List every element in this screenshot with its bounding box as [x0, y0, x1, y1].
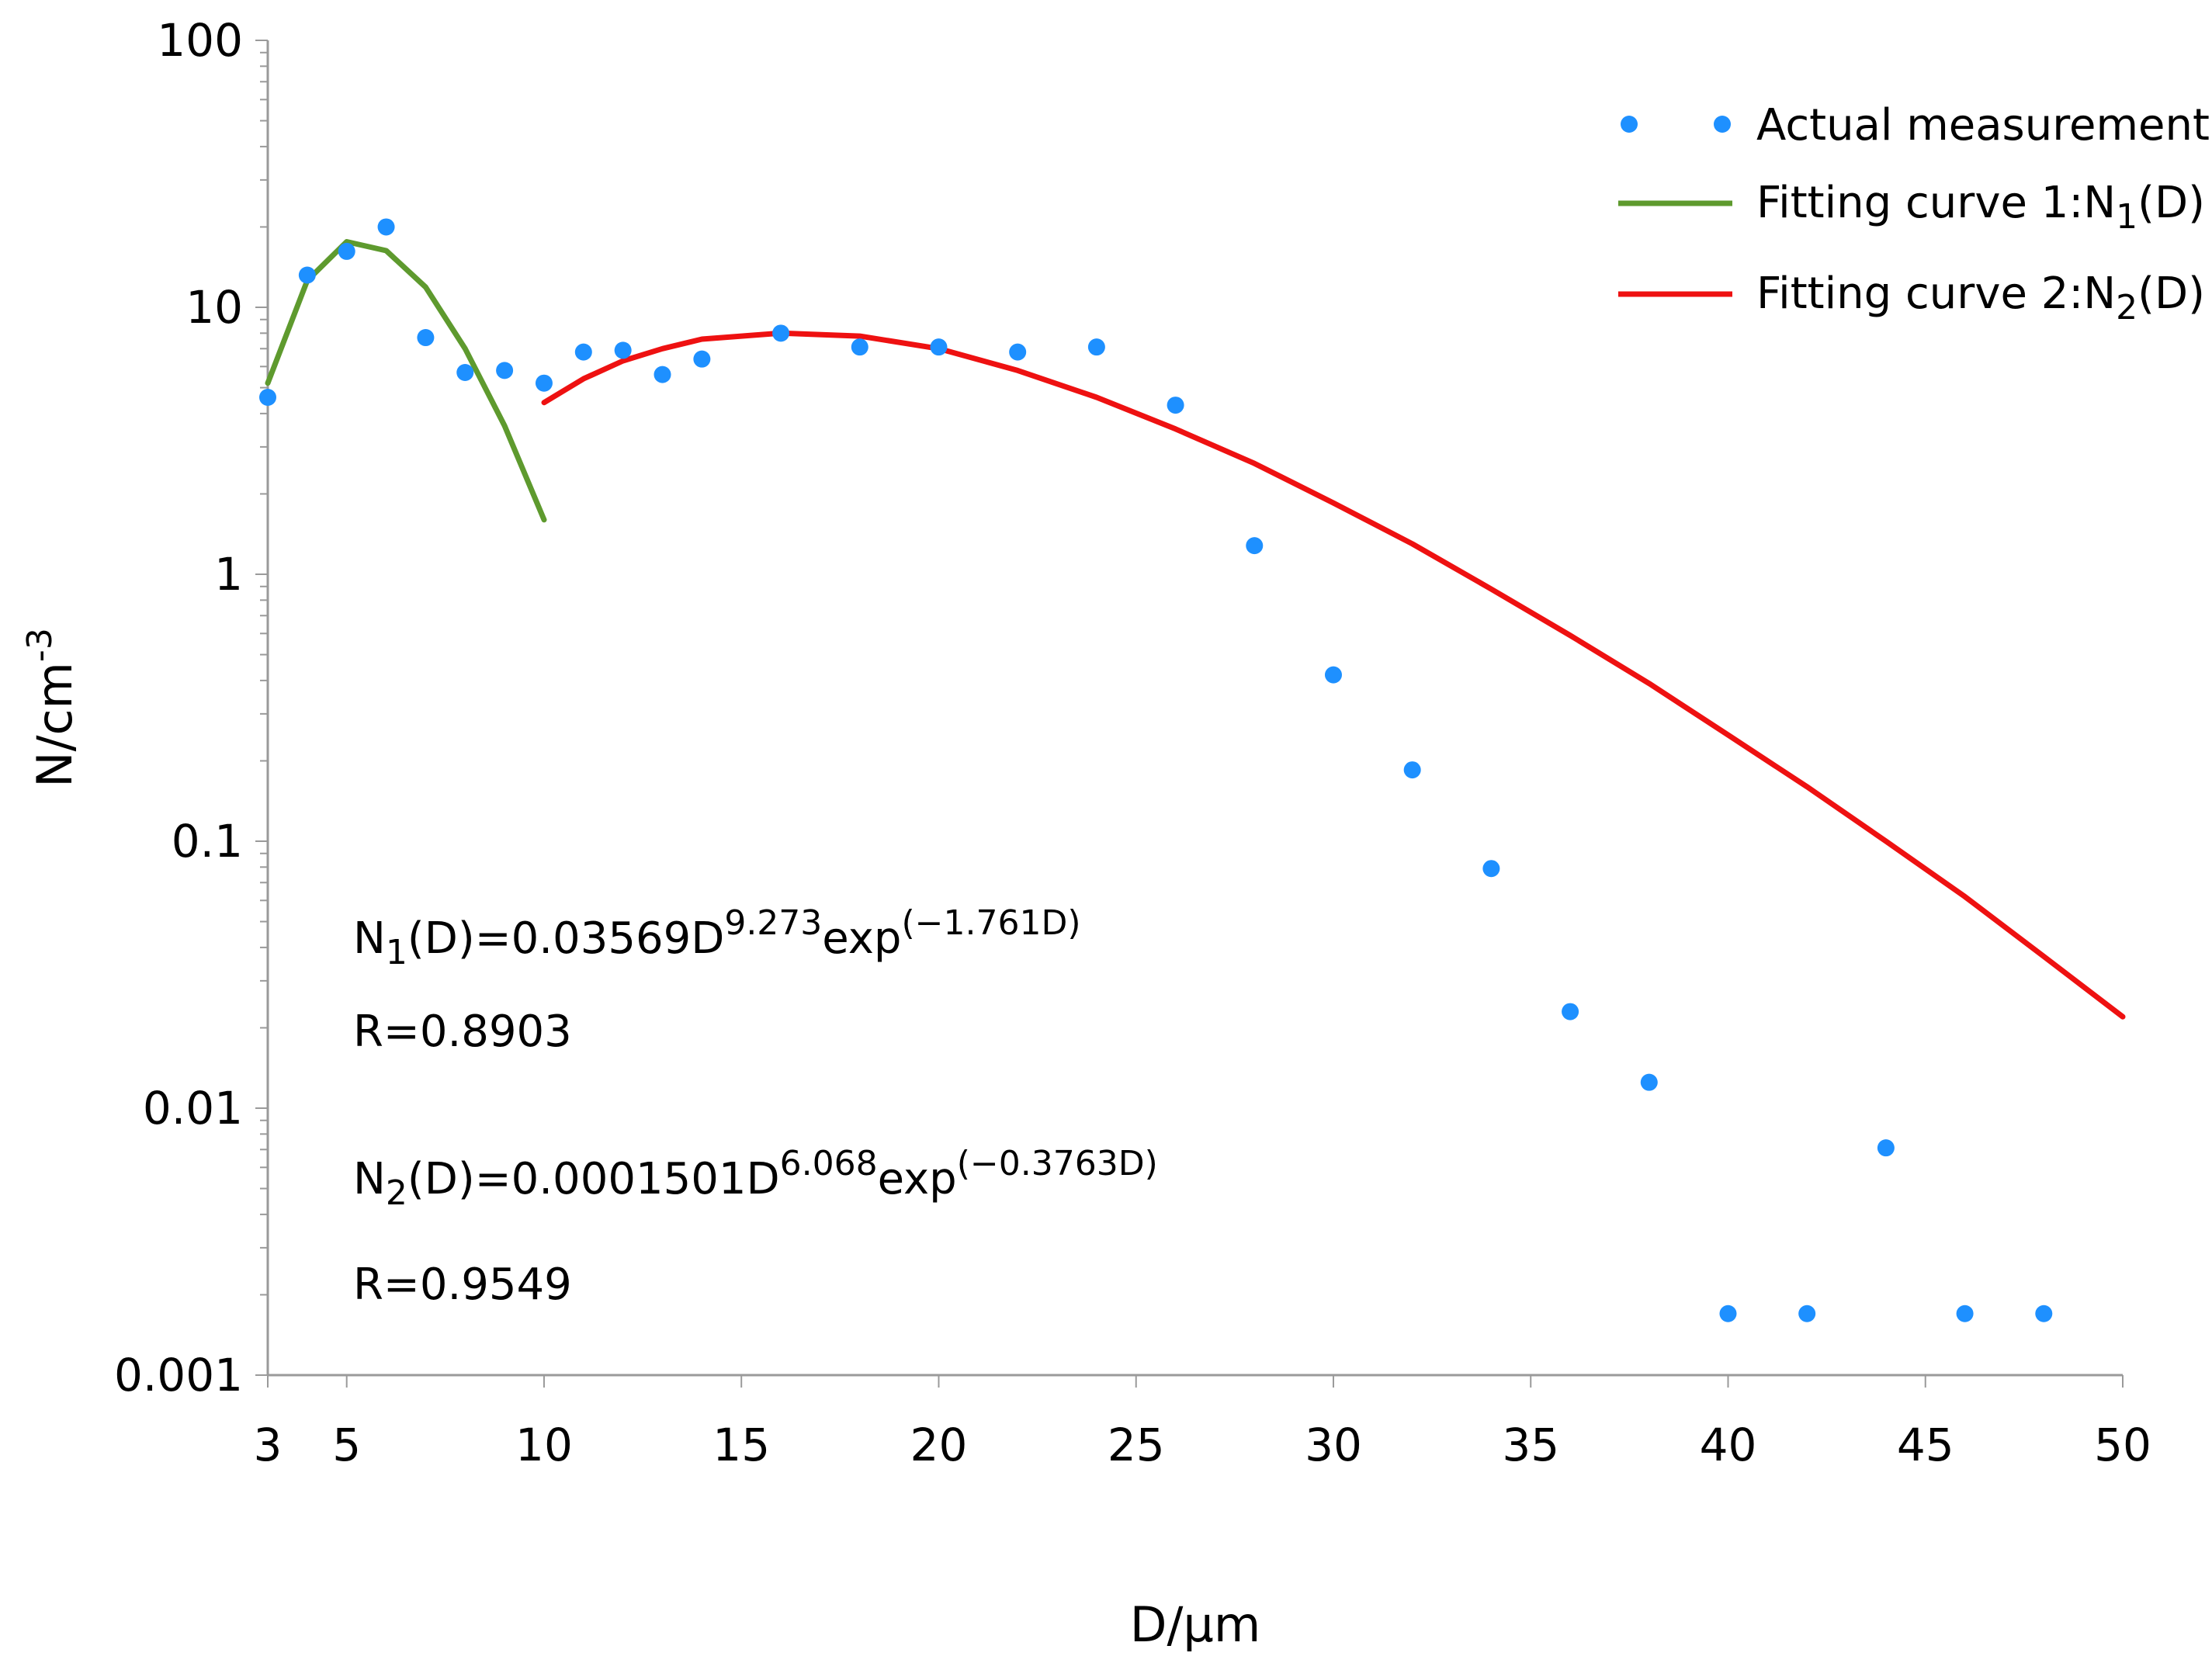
x-tick-label: 50 — [2094, 1419, 2151, 1471]
legend-label-measurement: Actual measurement — [1756, 100, 2210, 151]
measurement-point — [1403, 761, 1421, 779]
measurement-point — [1798, 1305, 1816, 1322]
y-tick-label: 0.001 — [114, 1349, 243, 1402]
equation-n1: N1(D)=0.03569D9.273exp(−1.761D) — [353, 903, 1081, 972]
y-tick-label: 100 — [157, 14, 243, 67]
legend-label-curve1: Fitting curve 1:N1(D) — [1756, 178, 2205, 237]
measurement-point — [1087, 338, 1105, 356]
x-axis-title: D/μm — [1130, 1596, 1260, 1653]
x-tick-label: 40 — [1700, 1419, 1757, 1471]
x-tick-label: 20 — [910, 1419, 968, 1471]
measurement-point — [693, 350, 711, 368]
measurement-point — [1640, 1073, 1658, 1091]
measurement-point — [1324, 666, 1342, 684]
measurement-point — [1956, 1305, 1974, 1322]
y-tick-label: 10 — [185, 281, 243, 334]
measurement-point — [535, 374, 553, 392]
measurement-point — [2035, 1305, 2053, 1322]
measurement-point — [298, 266, 316, 284]
x-tick-label: 25 — [1108, 1419, 1165, 1471]
measurement-point — [654, 366, 671, 383]
equation-n2: N2(D)=0.0001501D6.068exp(−0.3763D) — [353, 1144, 1158, 1213]
measurement-point — [377, 218, 395, 236]
x-tick-label: 5 — [332, 1419, 361, 1471]
measurement-point — [574, 343, 592, 361]
legend: Actual measurement Fitting curve 1:N1(D)… — [1618, 100, 2210, 327]
x-tick-label: 10 — [515, 1419, 573, 1471]
fitting-curve-2-layer — [541, 330, 2126, 1020]
x-tick-label: 35 — [1502, 1419, 1559, 1471]
measurement-point — [1246, 537, 1264, 555]
x-tick-label: 45 — [1897, 1419, 1954, 1471]
x-ticks: 3 5 10 15 20 25 30 35 40 45 50 — [254, 1375, 2151, 1471]
measurement-point — [259, 389, 276, 407]
measurement-point — [338, 242, 355, 260]
x-tick-label: 3 — [254, 1419, 283, 1471]
y-tick-label: 1 — [214, 548, 243, 601]
measurement-point — [1562, 1003, 1579, 1020]
measurement-points-layer — [259, 218, 2053, 1322]
measurement-point — [1009, 343, 1027, 361]
measurement-point — [772, 324, 790, 342]
y-tick-label: 0.1 — [172, 815, 243, 868]
r-value-1: R=0.8903 — [353, 1007, 572, 1057]
fitting-curve-1-layer — [265, 239, 547, 523]
legend-label-curve2: Fitting curve 2:N2(D) — [1756, 269, 2205, 327]
measurement-point — [1719, 1305, 1737, 1322]
measurement-point — [614, 341, 632, 359]
measurement-point — [851, 338, 869, 356]
y-ticks: 100 10 1 0.1 0.01 0.001 — [114, 14, 268, 1402]
measurement-point — [417, 329, 435, 347]
x-tick-label: 30 — [1305, 1419, 1362, 1471]
fitting-curve-1-line — [265, 239, 547, 523]
measurement-point — [1482, 860, 1500, 878]
measurement-point — [456, 363, 474, 381]
measurement-point — [1877, 1139, 1895, 1157]
measurement-point — [1167, 397, 1184, 414]
fitting-curve-2-line — [541, 330, 2126, 1020]
legend-marker-measurement — [1621, 116, 1638, 133]
annotations: N1(D)=0.03569D9.273exp(−1.761D) R=0.8903… — [353, 903, 1158, 1310]
measurement-point — [496, 362, 514, 379]
x-tick-label: 15 — [712, 1419, 770, 1471]
r-value-2: R=0.9549 — [353, 1259, 572, 1310]
measurement-point — [930, 338, 948, 356]
legend-marker-measurement — [1714, 116, 1731, 133]
y-tick-label: 0.01 — [143, 1082, 243, 1135]
y-axis-title: N/cm-3 — [20, 628, 83, 788]
